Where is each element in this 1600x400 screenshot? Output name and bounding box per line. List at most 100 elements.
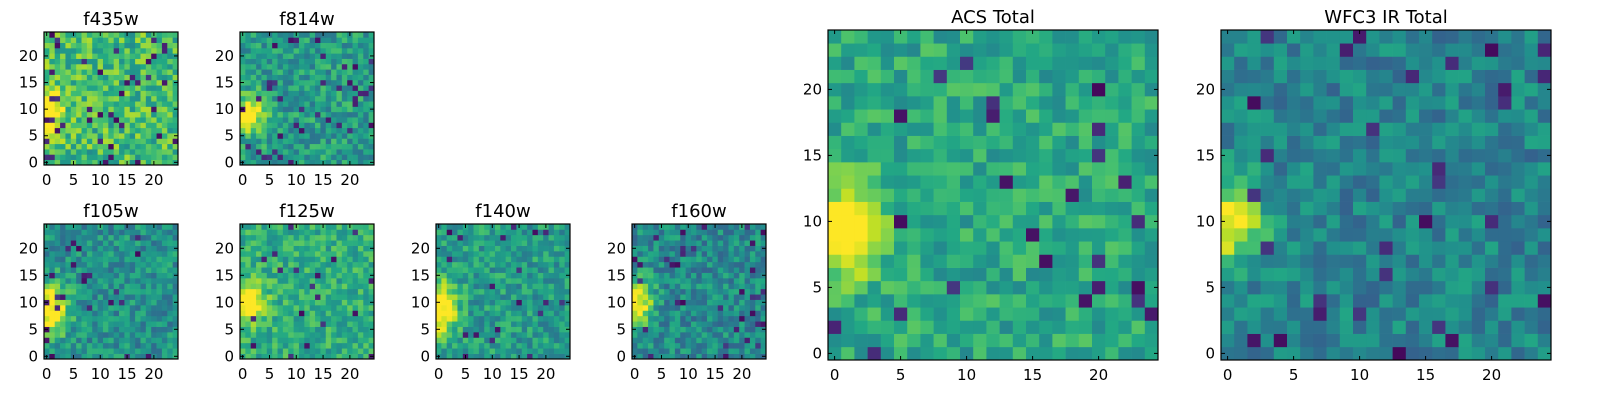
heatmap-cell bbox=[76, 95, 82, 102]
heatmap-cell bbox=[282, 224, 289, 230]
heatmap-cell bbox=[49, 63, 56, 70]
heatmap-cell bbox=[250, 272, 257, 279]
heatmap-cell bbox=[828, 188, 842, 202]
heatmap-cell bbox=[658, 256, 665, 263]
heatmap-cell bbox=[505, 240, 512, 246]
heatmap-cell bbox=[86, 251, 93, 257]
heatmap-cell bbox=[288, 288, 294, 295]
heatmap-cell bbox=[145, 42, 152, 49]
heatmap-cell bbox=[484, 278, 490, 284]
heatmap-cell bbox=[298, 267, 305, 273]
heatmap-cell bbox=[478, 337, 485, 344]
heatmap-cell bbox=[49, 288, 56, 295]
heatmap-cell bbox=[240, 240, 246, 246]
heatmap-cell bbox=[1471, 254, 1486, 268]
heatmap-cell bbox=[680, 310, 686, 317]
heatmap-cell bbox=[298, 143, 305, 150]
heatmap-cell bbox=[733, 326, 740, 333]
heatmap-cell bbox=[54, 229, 61, 236]
heatmap-cell bbox=[65, 90, 72, 97]
heatmap-cell bbox=[511, 288, 517, 295]
heatmap-cell bbox=[266, 58, 273, 65]
heatmap-cell bbox=[505, 326, 512, 333]
heatmap-cell bbox=[245, 305, 252, 311]
heatmap-cell bbox=[1131, 122, 1146, 136]
heatmap-cell bbox=[564, 337, 571, 344]
heatmap-cell bbox=[352, 154, 359, 161]
heatmap-cell bbox=[1405, 280, 1420, 295]
heatmap-cell bbox=[642, 288, 649, 295]
heatmap-cell bbox=[505, 294, 512, 300]
heatmap-cell bbox=[256, 305, 262, 311]
heatmap-cell bbox=[680, 321, 686, 327]
heatmap-cell bbox=[135, 47, 141, 54]
heatmap-cell bbox=[81, 117, 88, 123]
heatmap-cell bbox=[151, 63, 157, 70]
heatmap-cell bbox=[478, 278, 485, 284]
heatmap-cell bbox=[266, 267, 273, 273]
heatmap-cell bbox=[632, 310, 638, 317]
heatmap-cell bbox=[452, 267, 458, 273]
heatmap-cell bbox=[60, 127, 66, 134]
plot-frame bbox=[239, 223, 375, 360]
heatmap-cell bbox=[293, 337, 300, 344]
heatmap-cell bbox=[76, 315, 82, 322]
heatmap-cell bbox=[494, 353, 501, 360]
heatmap-cell bbox=[108, 310, 115, 317]
heatmap-cell bbox=[521, 332, 528, 338]
heatmap-cell bbox=[245, 245, 252, 252]
heatmap-cell bbox=[331, 256, 337, 263]
heatmap-cell bbox=[277, 53, 284, 59]
heatmap-cell bbox=[309, 47, 316, 54]
heatmap-cell bbox=[277, 101, 284, 107]
heatmap-cell bbox=[1221, 333, 1235, 348]
heatmap-cell bbox=[543, 256, 549, 263]
heatmap-cell bbox=[446, 283, 453, 290]
heatmap-cell bbox=[240, 127, 246, 134]
heatmap-cell bbox=[282, 267, 289, 273]
heatmap-cell bbox=[341, 143, 348, 150]
heatmap-cell bbox=[468, 240, 474, 246]
heatmap-cell bbox=[1105, 56, 1119, 70]
heatmap-cell bbox=[728, 342, 735, 349]
heatmap-cell bbox=[1105, 320, 1119, 334]
heatmap-cell bbox=[140, 224, 147, 230]
heatmap-cell bbox=[54, 159, 61, 166]
heatmap-cell bbox=[1353, 201, 1367, 216]
heatmap-cell bbox=[304, 234, 311, 241]
heatmap-cell bbox=[124, 283, 131, 290]
heatmap-cell bbox=[516, 342, 523, 349]
heatmap-cell bbox=[320, 283, 327, 290]
heatmap-cell bbox=[54, 288, 61, 295]
heatmap-cell bbox=[261, 321, 268, 327]
heatmap-cell bbox=[108, 267, 115, 273]
heatmap-cell bbox=[1105, 333, 1119, 348]
heatmap-cell bbox=[304, 310, 311, 317]
heatmap-cell bbox=[331, 42, 337, 49]
heatmap-cell bbox=[690, 332, 697, 338]
heatmap-cell bbox=[1260, 188, 1275, 202]
heatmap-cell bbox=[1537, 320, 1552, 334]
heatmap-cell bbox=[1052, 333, 1066, 348]
heatmap-cell bbox=[261, 305, 268, 311]
y-tick-label: 5 bbox=[28, 320, 38, 338]
heatmap-cell bbox=[282, 272, 289, 279]
heatmap-cell bbox=[755, 342, 761, 349]
heatmap-cell bbox=[331, 85, 337, 91]
heatmap-cell bbox=[733, 299, 740, 306]
heatmap-cell bbox=[124, 245, 131, 252]
heatmap-cell bbox=[690, 299, 697, 306]
heatmap-cell bbox=[755, 288, 761, 295]
y-tick-label: 20 bbox=[19, 239, 38, 257]
heatmap-cell bbox=[368, 256, 375, 263]
heatmap-cell bbox=[277, 305, 284, 311]
heatmap-cell bbox=[49, 58, 56, 65]
heatmap-cell bbox=[245, 42, 252, 49]
heatmap-cell bbox=[325, 90, 332, 97]
heatmap-cell bbox=[920, 188, 934, 202]
heatmap-cell bbox=[282, 133, 289, 139]
heatmap-cell bbox=[92, 305, 98, 311]
heatmap-cell bbox=[1105, 109, 1119, 123]
heatmap-cell bbox=[527, 299, 533, 306]
heatmap-cell bbox=[749, 299, 756, 306]
